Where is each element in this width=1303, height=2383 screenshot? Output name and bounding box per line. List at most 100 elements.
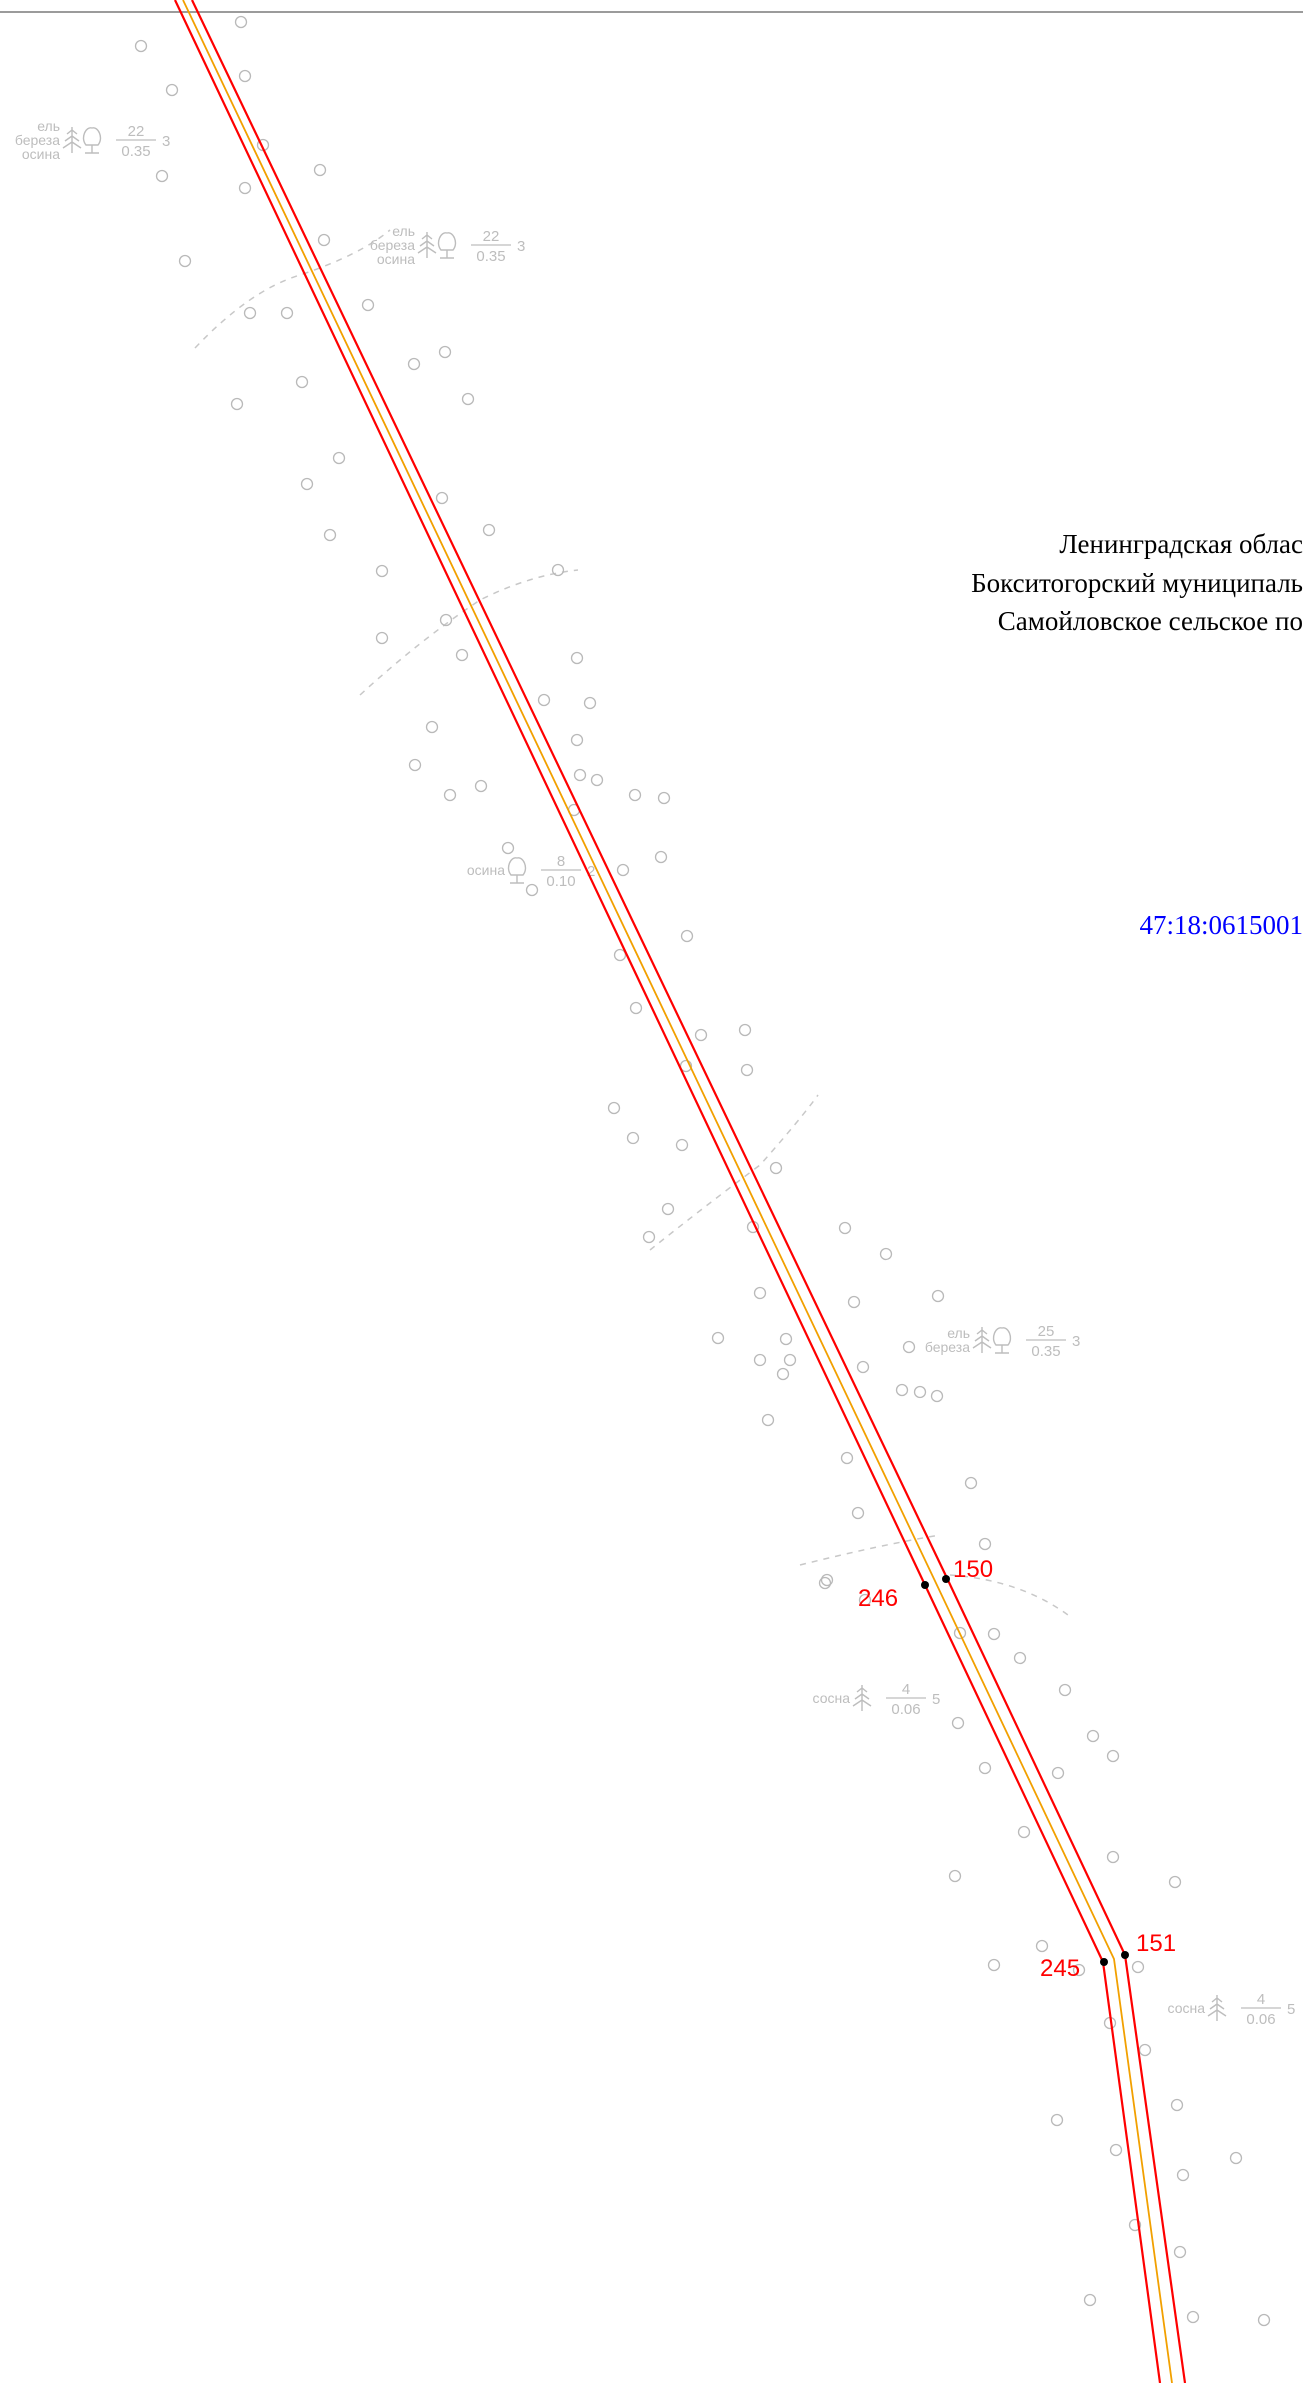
bush-circle-icon [711, 1331, 725, 1345]
conifer-tree-icon [62, 127, 82, 153]
bush-circle-icon [1072, 1963, 1086, 1977]
forest-species-label: осина [377, 251, 415, 267]
bush-circle-icon [1257, 2313, 1271, 2327]
forest-density: 2 [587, 863, 595, 880]
bush-circle-icon [851, 1506, 865, 1520]
forest-stand-3: осина 8 0.10 2 [467, 853, 595, 890]
bush-circle-icon [1173, 2245, 1187, 2259]
bush-circle-icon [753, 1353, 767, 1367]
conifer-tree-icon [972, 1327, 992, 1353]
bush-circle-icon [607, 1101, 621, 1115]
bush-circle-icon [238, 181, 252, 195]
bush-circle-icon [661, 1202, 675, 1216]
forest-species-label: сосна [1168, 2000, 1206, 2016]
bush-circle-icon [300, 477, 314, 491]
bush-circle-icon [155, 169, 169, 183]
bush-circle-icon [551, 563, 565, 577]
bush-circle-icon [1138, 2043, 1152, 2057]
bush-circle-icon [818, 1576, 832, 1590]
bush-circle-icon [439, 613, 453, 627]
bush-circle-icon [953, 1626, 967, 1640]
bush-circle-icon [234, 15, 248, 29]
bush-circle-icon [1186, 2310, 1200, 2324]
bush-circle-icon [455, 648, 469, 662]
forest-diameter: 0.10 [546, 873, 575, 890]
forest-stand-6: сосна 4 0.06 5 [1168, 1991, 1296, 2028]
forest-height: 25 [1038, 1323, 1055, 1340]
forest-species-label: осина [467, 862, 505, 878]
vegetation-contours [194, 229, 1069, 1616]
bush-circle-icon [913, 1385, 927, 1399]
bush-circle-icon [230, 397, 244, 411]
forest-species-label: сосна [813, 1690, 851, 1706]
bush-circle-icon [407, 357, 421, 371]
bush-circle-icon [1131, 1960, 1145, 1974]
bush-circle-icon [474, 779, 488, 793]
forest-density: 3 [1072, 1333, 1080, 1350]
bush-circle-icon [654, 850, 668, 864]
point-marker-150 [942, 1575, 950, 1583]
bush-circle-icon [931, 1289, 945, 1303]
point-marker-245 [1100, 1958, 1108, 1966]
bush-circle-icon [435, 491, 449, 505]
bush-circle-icon [987, 1627, 1001, 1641]
forest-species-label: ель [392, 223, 415, 239]
bush-circle-icon [987, 1958, 1001, 1972]
bush-circle-icon [895, 1383, 909, 1397]
bush-circle-icon [317, 233, 331, 247]
region-line-3: Самойловское сельское по [998, 606, 1303, 636]
forest-diameter: 0.06 [1246, 2011, 1275, 2028]
bush-circle-icon [1050, 2113, 1064, 2127]
bush-circle-icon [1128, 2218, 1142, 2232]
forest-height: 22 [128, 123, 145, 140]
forest-diameter: 0.35 [476, 248, 505, 265]
bush-circle-icon [1106, 1749, 1120, 1763]
forest-density: 3 [162, 133, 170, 150]
boundary-point-markers [921, 1575, 1129, 1966]
bush-circle-icon [1013, 1651, 1027, 1665]
point-label-150: 150 [953, 1556, 993, 1583]
forest-species-label: береза [370, 237, 415, 253]
bush-circle-icon [675, 1138, 689, 1152]
bush-circle-icon [1086, 1729, 1100, 1743]
bush-circle-icon [1168, 1875, 1182, 1889]
bush-circle-icon [313, 163, 327, 177]
bush-circle-icon [438, 345, 452, 359]
bush-circle-icon [295, 375, 309, 389]
bush-circle-icon [858, 1593, 872, 1607]
bush-circle-icon [1106, 1850, 1120, 1864]
bush-circle-icon [1176, 2168, 1190, 2182]
bush-circle-icon [628, 788, 642, 802]
bush-circle-icon [375, 631, 389, 645]
bush-circle-icon [616, 863, 630, 877]
forest-height: 4 [1257, 1991, 1265, 2008]
bush-circle-icon [856, 1360, 870, 1374]
forest-height: 4 [902, 1681, 910, 1698]
bush-circle-icon [238, 69, 252, 83]
bush-circle-icon [930, 1389, 944, 1403]
bush-circle-icon [243, 306, 257, 320]
bush-circle-icon [740, 1063, 754, 1077]
forest-diameter: 0.35 [121, 143, 150, 160]
bush-circle-icon [964, 1476, 978, 1490]
bush-circle-icon [902, 1340, 916, 1354]
bush-symbols [134, 15, 1271, 2327]
bush-circle-icon [629, 1001, 643, 1015]
bush-circle-icon [738, 1023, 752, 1037]
centerline [182, 0, 1173, 2383]
bush-circle-icon [280, 306, 294, 320]
bush-circle-icon [783, 1353, 797, 1367]
forest-diameter: 0.06 [891, 1701, 920, 1718]
bush-circle-icon [178, 254, 192, 268]
bush-circle-icon [1035, 1939, 1049, 1953]
bush-circle-icon [537, 693, 551, 707]
forest-species-label: береза [15, 132, 60, 148]
bush-circle-icon [525, 883, 539, 897]
bush-circle-icon [978, 1537, 992, 1551]
bush-circle-icon [425, 720, 439, 734]
point-label-245: 245 [1040, 1955, 1080, 1982]
